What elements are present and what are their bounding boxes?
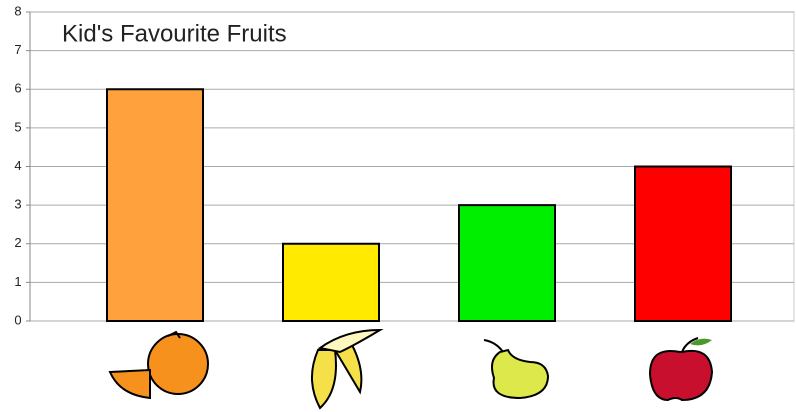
page: 012345678 Kid's Favourite Fruits (() => … [0, 0, 796, 412]
y-tick-label: 4 [14, 158, 21, 173]
chart-title: Kid's Favourite Fruits [62, 20, 287, 47]
y-tick-label: 6 [14, 81, 21, 96]
banana-icon [312, 330, 380, 408]
y-tick-label: 7 [14, 42, 21, 57]
chart: 0 1 2 3 4 5 6 7 8 Kid's Favourite Fruits [0, 0, 796, 412]
y-tick-label: 1 [14, 274, 21, 289]
y-tick-label: 2 [14, 235, 21, 250]
y-tick-label: 0 [14, 312, 21, 327]
bar [107, 89, 203, 321]
orange-icon [110, 332, 208, 398]
pear-icon [484, 340, 548, 398]
y-tick-label: 3 [14, 197, 21, 212]
y-tick-label: 5 [14, 119, 21, 134]
bar [459, 205, 555, 321]
y-tick-label: 8 [14, 3, 21, 18]
bar [635, 167, 731, 322]
apple-icon [650, 338, 712, 400]
bar [283, 244, 379, 321]
